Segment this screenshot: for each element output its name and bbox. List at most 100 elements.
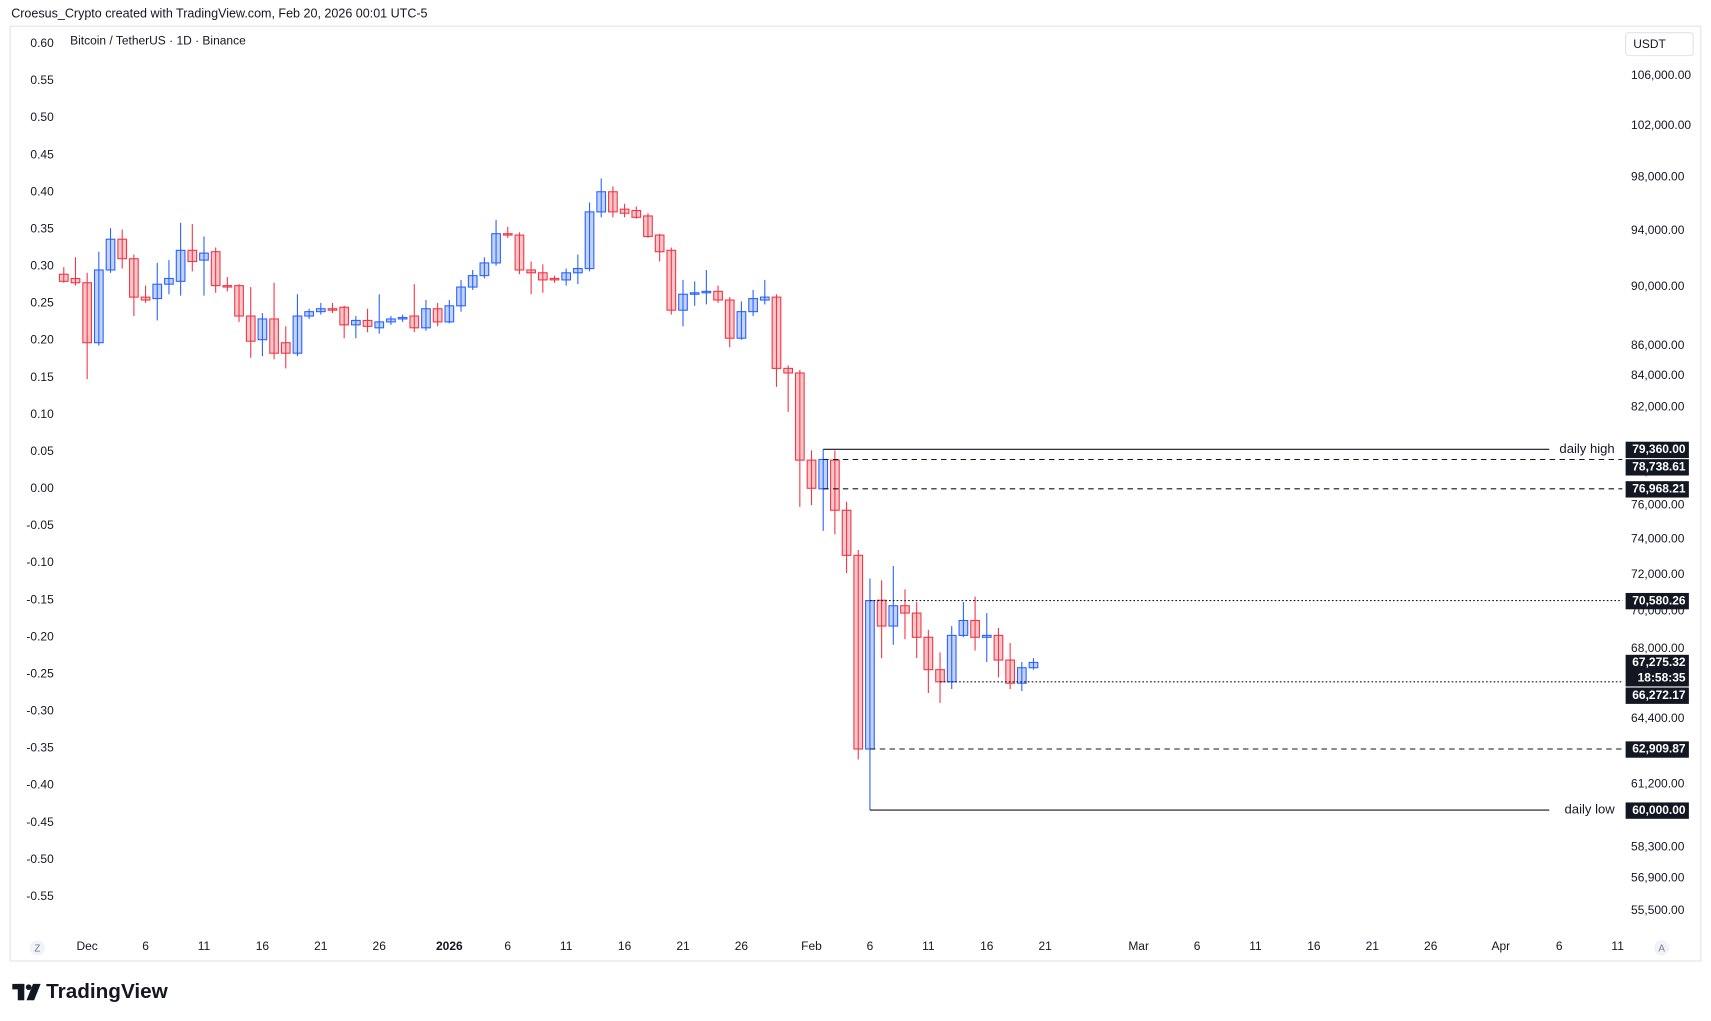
- y2-tick-label: 0.15: [30, 370, 54, 384]
- x-tick-label: 21: [1366, 939, 1380, 953]
- candle-body: [117, 238, 128, 260]
- candle-body: [421, 308, 431, 329]
- x-tick-label: 11: [1611, 939, 1624, 953]
- price-tag: [1625, 459, 1689, 476]
- x-tick-label: 16: [618, 939, 632, 953]
- brand-logo: [12, 983, 41, 1001]
- attribution: Croesus_Crypto created with TradingView.…: [11, 6, 427, 20]
- candle-body: [549, 277, 560, 281]
- candle-body: [315, 308, 326, 313]
- y2-tick-label: -0.40: [26, 778, 54, 792]
- candle-body: [970, 619, 980, 638]
- candle-body: [701, 290, 712, 294]
- candle-body: [409, 315, 420, 329]
- candle-body: [561, 272, 572, 281]
- y-tick-label: 76,000.00: [1631, 497, 1685, 511]
- x-tick-label: Dec: [76, 939, 97, 953]
- candle-body: [245, 315, 256, 342]
- y-tick-label: 74,000.00: [1631, 532, 1685, 546]
- y2-tick-label: 0.60: [30, 36, 54, 50]
- candle-body: [923, 636, 934, 671]
- candle-body: [234, 285, 244, 317]
- chart-frame: [9, 25, 1702, 962]
- y2-tick-label: -0.10: [26, 555, 54, 569]
- y2-tick-label: -0.25: [26, 666, 54, 680]
- brand: TradingView: [46, 980, 169, 1003]
- y-tick-label: 61,200.00: [1631, 777, 1685, 791]
- log-button-label[interactable]: Z: [34, 944, 40, 955]
- x-tick-label: 16: [1307, 939, 1321, 953]
- price-tag-label: 66,272.17: [1632, 688, 1686, 702]
- x-tick-label: 6: [504, 939, 511, 953]
- candle-body: [129, 258, 139, 298]
- candle-body: [958, 619, 969, 636]
- candle-body: [853, 554, 864, 750]
- y2-tick-label: 0.55: [30, 73, 54, 87]
- candle-body: [269, 318, 279, 354]
- x-tick-label: 6: [1556, 939, 1563, 953]
- candle-body: [537, 272, 548, 281]
- candle-body: [339, 306, 350, 326]
- x-tick-label: 2026: [436, 939, 463, 953]
- candle-body: [818, 458, 829, 490]
- candle-body: [257, 318, 268, 341]
- candle-body: [280, 342, 291, 354]
- y-tick-label: 55,500.00: [1631, 903, 1685, 917]
- candle-body: [689, 292, 700, 295]
- y2-tick-label: 0.10: [30, 407, 54, 421]
- candle-body: [584, 211, 595, 270]
- y-tick-label: 94,000.00: [1631, 223, 1685, 237]
- candle-body: [806, 459, 817, 489]
- candle-body: [888, 605, 899, 627]
- candle-body: [164, 277, 174, 285]
- y-tick-label: 72,000.00: [1631, 567, 1685, 581]
- currency-button[interactable]: [1625, 32, 1694, 57]
- x-tick-label: 11: [560, 939, 573, 953]
- candle-body: [526, 269, 536, 274]
- log-button[interactable]: [29, 940, 46, 956]
- y2-tick-label: 0.25: [30, 296, 54, 310]
- candle-body: [724, 299, 735, 339]
- price-tag: [1625, 441, 1689, 459]
- y-tick-label: 106,000.00: [1631, 68, 1691, 82]
- candle-body: [946, 634, 957, 683]
- symbol: Bitcoin / TetherUS · 1D · Binance: [70, 34, 246, 48]
- candle-body: [654, 234, 665, 253]
- candle-body: [362, 319, 373, 327]
- price-tag-label: 76,968.21: [1632, 482, 1686, 496]
- candle-body: [993, 634, 1004, 661]
- y-tick-label: 98,000.00: [1631, 169, 1685, 183]
- candle-body: [58, 273, 69, 282]
- y2-tick-label: -0.15: [26, 592, 54, 606]
- price-tag-label: 67,275.32: [1632, 655, 1686, 669]
- y2-tick-label: 0.40: [30, 184, 54, 198]
- candle-body: [736, 311, 747, 339]
- y2-tick-label: -0.20: [26, 629, 54, 643]
- candle-body: [1005, 659, 1016, 684]
- y-tick-label: 56,900.00: [1631, 871, 1685, 885]
- x-tick-label: 21: [1039, 939, 1053, 953]
- x-tick-label: 16: [256, 939, 270, 953]
- candle-body: [643, 215, 653, 238]
- y2-tick-label: -0.50: [26, 852, 54, 866]
- x-tick-label: Mar: [1128, 939, 1149, 953]
- candle-body: [935, 669, 945, 683]
- price-tag: [1625, 592, 1689, 610]
- candle-body: [572, 268, 583, 274]
- auto-button-label[interactable]: A: [1658, 944, 1665, 955]
- x-tick-label: 26: [735, 939, 749, 953]
- auto-button[interactable]: [1653, 940, 1670, 956]
- x-tick-label: Apr: [1492, 939, 1511, 953]
- candle-body: [900, 605, 910, 614]
- y-tick-label: 64,400.00: [1631, 711, 1685, 725]
- level-annotation: daily low: [1565, 802, 1616, 817]
- candle-body: [783, 367, 794, 374]
- candle-body: [759, 296, 770, 301]
- price-tag-label: 60,000.00: [1632, 803, 1686, 817]
- y-tick-label: 58,300.00: [1631, 839, 1685, 853]
- candle-body: [514, 234, 525, 271]
- x-tick-label: 11: [922, 939, 935, 953]
- y-tick-label: 86,000.00: [1631, 338, 1685, 352]
- currency[interactable]: USDT: [1633, 37, 1666, 51]
